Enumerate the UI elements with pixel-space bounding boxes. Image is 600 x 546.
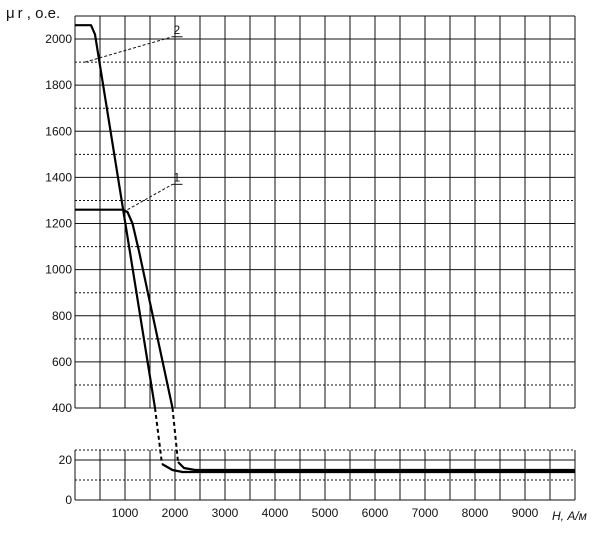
y-tick-label: 20 (59, 453, 73, 467)
series-1-lower-curve (177, 461, 575, 472)
annotation-leader (127, 183, 173, 211)
curve-label-2: 2 (174, 23, 181, 37)
curves (75, 24, 575, 474)
upper-panel-grid (74, 15, 576, 409)
y-axis-label: μ r , о.е. (6, 5, 60, 22)
series-2-lower-curve (161, 463, 575, 474)
x-tick-label: 4000 (262, 506, 289, 520)
y-tick-label: 1800 (45, 78, 72, 92)
y-tick-label: 600 (52, 355, 72, 369)
x-tick-label: 3000 (212, 506, 239, 520)
x-tick-label: 7000 (412, 506, 439, 520)
x-tick-label: 6000 (362, 506, 389, 520)
series-2-dashed-connector (154, 407, 163, 465)
y-tick-label: 400 (52, 401, 72, 415)
x-tick-label: 9000 (512, 506, 539, 520)
y-tick-label: 1200 (45, 217, 72, 231)
tick-labels: 2000180016001400120010008006004002001000… (45, 32, 538, 520)
y-tick-label: 1000 (45, 263, 72, 277)
x-tick-label: 2000 (162, 506, 189, 520)
series-1-upper-curve (75, 208, 174, 409)
y-tick-label: 2000 (45, 32, 72, 46)
curve-annotations: 12 (84, 23, 183, 211)
y-tick-label: 1600 (45, 124, 72, 138)
y-tick-label: 800 (52, 309, 72, 323)
annotation-leader (84, 36, 173, 63)
x-tick-label: 8000 (462, 506, 489, 520)
y-tick-label: 0 (65, 493, 72, 507)
curve-label-1: 1 (174, 170, 181, 184)
x-tick-label: 1000 (112, 506, 139, 520)
series-2-upper-curve (75, 24, 157, 409)
x-axis-label: H, А/м (552, 509, 587, 523)
lower-panel-grid (74, 449, 576, 501)
y-tick-label: 1400 (45, 170, 72, 184)
series-1-dashed-connector (171, 407, 179, 463)
x-tick-label: 5000 (312, 506, 339, 520)
